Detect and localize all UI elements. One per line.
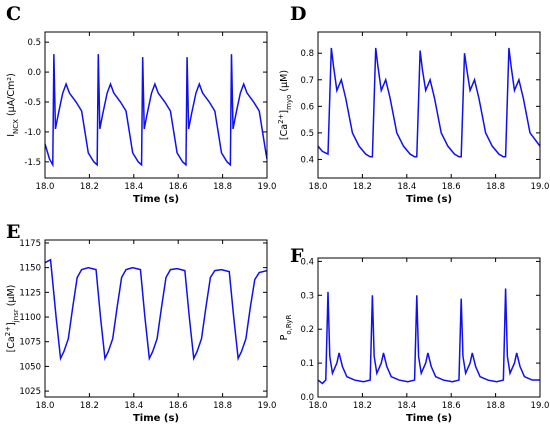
x-axis-label: Time (s) xyxy=(133,413,179,424)
x-tick-label: 18.6 xyxy=(169,182,188,192)
y-tick-label: 0.3 xyxy=(300,291,314,301)
panel: D 18.0 18.2 18.4 18.6 18.8 19.0 0.4 0.5 0.6 0.7 0.8… xyxy=(277,3,549,205)
x-tick-label: 18.0 xyxy=(309,182,328,192)
x-tick-label: 18.4 xyxy=(397,182,416,192)
y-axis-label-part: [Ca xyxy=(6,336,17,352)
x-tick-label: 18.0 xyxy=(36,182,55,192)
x-tick-label: 19.0 xyxy=(531,182,550,192)
x-tick-label: 18.6 xyxy=(442,401,461,411)
y-axis-label-part: NCX xyxy=(12,119,20,134)
x-tick-label: 18.4 xyxy=(124,182,143,192)
y-tick-label: 1125 xyxy=(19,288,41,298)
x-tick-label: 18.2 xyxy=(80,182,99,192)
x-axis-label: Time (s) xyxy=(133,194,179,205)
y-tick-label: -0.5 xyxy=(24,98,41,108)
y-tick-label: 0.8 xyxy=(300,49,314,59)
y-tick-label: 0.6 xyxy=(300,102,314,112)
y-axis-label-part: o,RyR xyxy=(285,315,293,335)
x-tick-label: 18.6 xyxy=(169,401,188,411)
y-tick-label: 0.4 xyxy=(300,155,314,165)
x-tick-label: 18.8 xyxy=(213,401,232,411)
x-tick-label: 18.2 xyxy=(353,182,372,192)
x-axis-label: Time (s) xyxy=(406,413,452,424)
y-axis-label-part: 2+ xyxy=(277,113,285,123)
x-tick-label: 18.0 xyxy=(309,401,328,411)
y-axis-label-part: 2+ xyxy=(4,326,12,336)
y-axis-label-part: (μM) xyxy=(6,285,17,310)
y-axis-label-part: ] xyxy=(279,110,290,114)
y-tick-label: 1025 xyxy=(19,387,41,397)
y-tick-label: 0.5 xyxy=(27,38,41,48)
x-tick-label: 18.0 xyxy=(36,401,55,411)
y-tick-label: 1100 xyxy=(19,313,41,323)
panel: E 18.0 18.2 18.4 18.6 18.8 19.0 1025 1050 1075 110… xyxy=(4,221,276,424)
data-line xyxy=(318,47,540,158)
plot-frame xyxy=(317,31,541,179)
plot-frame xyxy=(44,239,268,398)
plot-frame xyxy=(317,257,541,398)
y-tick-label: -1.5 xyxy=(24,158,41,168)
x-tick-label: 18.2 xyxy=(80,401,99,411)
x-tick-label: 18.4 xyxy=(397,401,416,411)
y-axis-label-part: P xyxy=(279,334,290,340)
x-tick-label: 18.8 xyxy=(486,401,505,411)
y-tick-label: 1150 xyxy=(19,264,41,274)
y-axis-label-part: [Ca xyxy=(279,124,290,140)
panel-letter: C xyxy=(6,3,21,25)
data-line xyxy=(45,54,267,168)
x-axis-label: Time (s) xyxy=(406,194,452,205)
y-axis-label: [Ca2+]jnsr (μM) xyxy=(4,285,20,353)
x-tick-label: 18.8 xyxy=(213,182,232,192)
y-tick-label: 0.4 xyxy=(300,257,314,267)
y-tick-label: 0.5 xyxy=(300,129,314,139)
y-tick-label: 0.7 xyxy=(300,76,314,86)
x-tick-label: 19.0 xyxy=(258,401,277,411)
y-axis-label-part: I xyxy=(6,134,17,137)
y-axis-label-part: myo xyxy=(285,95,293,110)
y-tick-label: 0.0 xyxy=(27,68,41,78)
data-line xyxy=(45,258,267,362)
x-tick-label: 18.8 xyxy=(486,182,505,192)
y-axis-label-part: (μA/Cm²) xyxy=(6,73,17,119)
data-line xyxy=(318,288,540,385)
panel-letter: F xyxy=(290,245,304,267)
y-tick-label: -1.0 xyxy=(24,128,41,138)
y-axis-label: INCX (μA/Cm²) xyxy=(6,73,20,137)
x-tick-label: 18.6 xyxy=(442,182,461,192)
panel: C 18.0 18.2 18.4 18.6 18.8 19.0 -1.5 -1.0 -0.5 0.0… xyxy=(6,3,276,205)
y-axis-label-part: (μM) xyxy=(279,70,290,95)
y-axis-label-part: jnsr xyxy=(12,309,20,323)
x-tick-label: 19.0 xyxy=(258,182,277,192)
y-tick-label: 1175 xyxy=(19,239,41,249)
y-axis-label: [Ca2+]myo (μM) xyxy=(277,70,293,140)
x-tick-label: 18.2 xyxy=(353,401,372,411)
y-axis-label: Po,RyR xyxy=(279,315,293,341)
panel-letter: E xyxy=(6,221,20,243)
y-axis-label-part: ] xyxy=(6,322,17,326)
y-tick-label: 0.1 xyxy=(300,359,314,369)
panel-letter: D xyxy=(290,3,306,25)
y-tick-label: 1075 xyxy=(19,338,41,348)
y-tick-label: 0.2 xyxy=(300,325,314,335)
x-tick-label: 18.4 xyxy=(124,401,143,411)
y-tick-label: 0.0 xyxy=(300,393,314,403)
panel: F 18.0 18.2 18.4 18.6 18.8 19.0 0.0 0.1 0.2 0.3 0.4… xyxy=(279,245,549,424)
plot-frame xyxy=(44,31,268,179)
x-tick-label: 19.0 xyxy=(531,401,550,411)
y-tick-label: 1050 xyxy=(19,362,41,372)
